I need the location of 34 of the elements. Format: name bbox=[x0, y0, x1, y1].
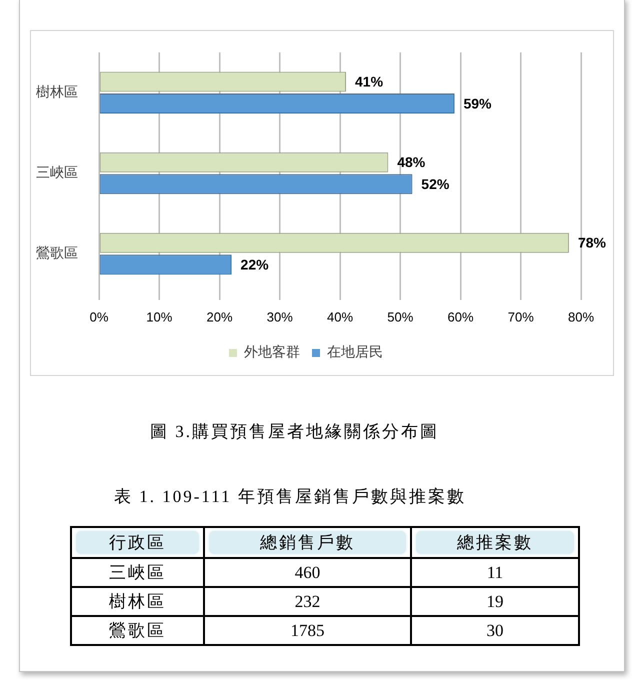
data-label: 30 bbox=[486, 620, 504, 640]
legend-label: 外地客群 bbox=[244, 344, 300, 361]
x-tick-label: 70% bbox=[508, 309, 534, 324]
text: 表 1. 109-111 年預售屋銷售戶數與推案數 bbox=[114, 486, 466, 508]
data-label: 41% bbox=[355, 74, 384, 90]
y-tick-label: 鶯歌區 bbox=[36, 245, 78, 262]
data-label: 52% bbox=[421, 176, 450, 192]
data-label: 11 bbox=[486, 562, 504, 582]
legend-label: 在地居民 bbox=[327, 344, 383, 361]
category-label: 樹林區 bbox=[109, 592, 166, 611]
x-tick-label: 30% bbox=[266, 309, 294, 324]
text: 總銷售戶數 bbox=[260, 533, 355, 552]
data-label: 78% bbox=[578, 234, 607, 251]
text: 圖 3.購買預售屋者地緣關係分布圖 bbox=[150, 421, 439, 443]
data-label: 460 bbox=[294, 562, 320, 582]
y-tick-label: 三峽區 bbox=[36, 164, 78, 181]
data-label: 232 bbox=[294, 592, 320, 610]
x-tick-label: 20% bbox=[206, 309, 233, 324]
text: 行政區 bbox=[109, 533, 166, 552]
text: 總推案數 bbox=[457, 533, 533, 552]
x-tick-label: 80% bbox=[568, 309, 594, 324]
data-label: 22% bbox=[240, 256, 270, 272]
x-tick-label: 40% bbox=[326, 309, 354, 324]
data-label: 1785 bbox=[290, 620, 324, 640]
category-label: 三峽區 bbox=[109, 563, 166, 582]
data-label: 48% bbox=[397, 154, 426, 170]
data-label: 19 bbox=[486, 592, 504, 610]
category-label: 鶯歌區 bbox=[109, 621, 166, 640]
data-label: 59% bbox=[463, 95, 492, 112]
x-tick-label: 10% bbox=[146, 309, 173, 324]
x-tick-label: 60% bbox=[447, 309, 474, 324]
y-tick-label: 樹林區 bbox=[36, 84, 78, 100]
x-tick-label: 0% bbox=[90, 309, 109, 324]
x-tick-label: 50% bbox=[387, 309, 414, 324]
